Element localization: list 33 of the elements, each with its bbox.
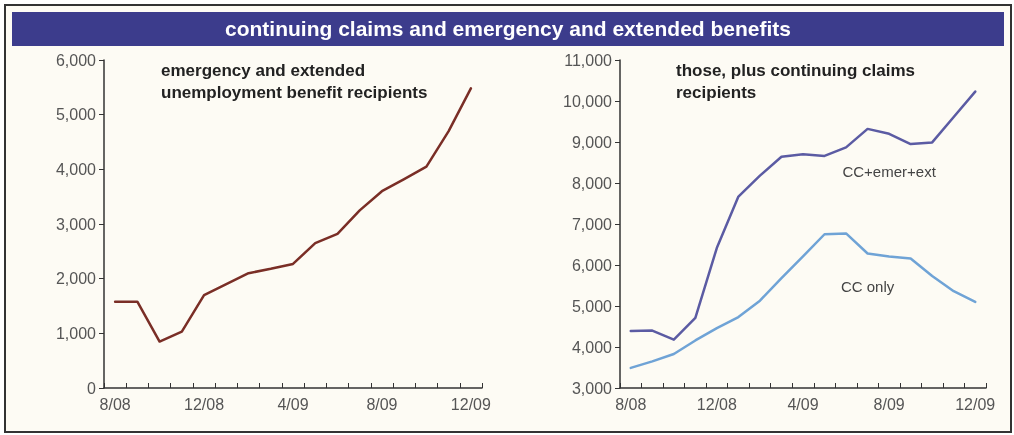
y-tick-label: 7,000 <box>571 215 613 233</box>
series-label: CC+emer+ext <box>842 162 937 180</box>
y-tick-label: 9,000 <box>571 133 613 151</box>
y-tick-label: 10,000 <box>563 92 613 110</box>
series-label: CC only <box>840 277 895 295</box>
y-tick-label: 4,000 <box>571 338 613 356</box>
line-series <box>113 87 473 343</box>
y-tick-label: 0 <box>87 379 97 397</box>
x-tick-label: 8/08 <box>99 395 131 413</box>
x-tick-label: 4/09 <box>277 395 309 413</box>
y-tick-label: 1,000 <box>55 324 97 342</box>
y-tick-label: 3,000 <box>571 379 613 397</box>
chart-title: continuing claims and emergency and extended benefits <box>12 12 1004 46</box>
y-tick-label: 11,000 <box>564 51 613 69</box>
x-tick-label: 12/08 <box>184 395 225 413</box>
x-tick-label: 12/09 <box>955 395 996 413</box>
text: those, plus continuing claims recipients <box>676 60 920 102</box>
x-tick-label: 12/09 <box>450 395 491 413</box>
y-tick-label: 8,000 <box>571 174 613 192</box>
x-tick-label: 8/09 <box>873 395 905 413</box>
y-tick-label: 6,000 <box>571 256 613 274</box>
line-series <box>629 232 977 370</box>
y-tick-label: 3,000 <box>55 215 97 233</box>
text: emergency and extended unemployment benefit recipients <box>161 60 428 102</box>
x-tick-label: 4/09 <box>787 395 819 413</box>
y-tick-label: 5,000 <box>571 297 613 315</box>
y-tick-label: 6,000 <box>55 51 97 69</box>
y-tick-label: 4,000 <box>55 160 97 178</box>
x-tick-label: 12/08 <box>696 395 737 413</box>
x-tick-label: 8/09 <box>366 395 398 413</box>
x-tick-label: 8/08 <box>615 395 647 413</box>
y-tick-label: 2,000 <box>55 270 97 288</box>
y-tick-label: 5,000 <box>55 106 97 124</box>
